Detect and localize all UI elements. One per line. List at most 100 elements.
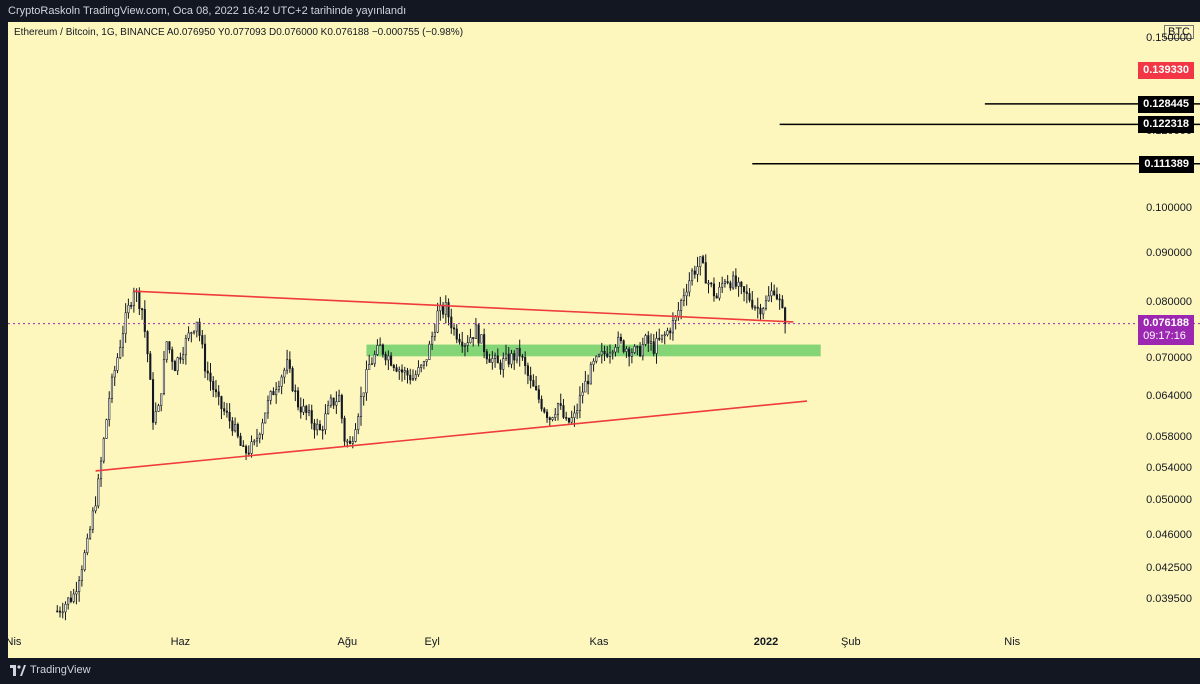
candle-body bbox=[496, 355, 499, 364]
candle-body bbox=[666, 330, 669, 336]
x-tick-label: Haz bbox=[170, 636, 191, 648]
candle-body bbox=[504, 353, 508, 359]
candle-body bbox=[253, 440, 256, 443]
candle-body bbox=[78, 580, 81, 592]
candle-body bbox=[165, 341, 168, 361]
candle-body bbox=[663, 334, 666, 337]
candle-body bbox=[562, 405, 565, 418]
candle-body bbox=[778, 298, 781, 301]
candle-body bbox=[712, 283, 716, 297]
candle-body bbox=[171, 349, 174, 362]
candle-body bbox=[91, 510, 94, 530]
candle-body bbox=[507, 353, 510, 365]
candle-body bbox=[693, 270, 696, 275]
candle-body bbox=[305, 405, 308, 413]
x-tick-label: Eyl bbox=[424, 636, 440, 648]
candle-body bbox=[781, 299, 784, 309]
candle-body bbox=[652, 341, 655, 354]
candle-body bbox=[343, 418, 346, 442]
candle-body bbox=[734, 275, 737, 287]
candle-body bbox=[381, 344, 384, 355]
candle-body bbox=[321, 429, 324, 431]
candle-body bbox=[669, 330, 672, 334]
candle-body bbox=[299, 406, 302, 413]
level-0-122318-tag: 0.122318 bbox=[1138, 116, 1194, 134]
candle-body bbox=[589, 364, 592, 385]
candle-body bbox=[116, 357, 119, 371]
candle-body bbox=[176, 357, 179, 372]
candle-body bbox=[466, 342, 469, 346]
candle-body bbox=[431, 335, 434, 345]
candle-body bbox=[483, 334, 486, 352]
candle-body bbox=[411, 378, 415, 381]
candle-body bbox=[182, 354, 185, 360]
candle-body bbox=[195, 321, 198, 332]
candle-body bbox=[644, 335, 647, 345]
candle-body bbox=[362, 392, 365, 397]
tradingview-brand-label: TradingView bbox=[30, 664, 91, 676]
candle-body bbox=[277, 386, 280, 390]
candle-body bbox=[570, 417, 573, 423]
candle-body bbox=[729, 282, 732, 289]
candle-body bbox=[762, 308, 765, 315]
chart-pane[interactable]: Ethereum / Bitcoin, 1G, BINANCE A0.07695… bbox=[8, 22, 1200, 658]
candle-body bbox=[160, 393, 163, 406]
candle-body bbox=[338, 395, 341, 402]
candle-body bbox=[269, 391, 272, 401]
candle-body bbox=[223, 408, 226, 412]
candle-body bbox=[89, 529, 92, 539]
chart-canvas[interactable] bbox=[8, 22, 1200, 658]
x-tick-label: Nis bbox=[8, 636, 22, 648]
candle-body bbox=[513, 353, 516, 361]
candle-body bbox=[72, 593, 75, 602]
candle-body bbox=[324, 413, 327, 431]
candle-body bbox=[184, 338, 187, 356]
candle-body bbox=[480, 334, 483, 344]
candle-body bbox=[699, 256, 702, 267]
candle-body bbox=[526, 365, 529, 376]
candle-body bbox=[329, 397, 332, 406]
candle-body bbox=[212, 381, 215, 390]
x-tick-label: Kas bbox=[589, 636, 609, 648]
candle-body bbox=[61, 611, 64, 614]
candle-body bbox=[721, 283, 724, 288]
candle-body bbox=[554, 413, 557, 418]
candle-body bbox=[592, 360, 595, 365]
candle-body bbox=[559, 403, 562, 406]
candle-body bbox=[132, 291, 135, 306]
high-price-tag: 0.139330 bbox=[1138, 61, 1194, 79]
candle-body bbox=[442, 304, 445, 315]
candle-body bbox=[660, 334, 664, 340]
candle-body bbox=[250, 441, 253, 454]
candle-body bbox=[376, 345, 379, 355]
candle-body bbox=[316, 423, 319, 431]
candle-body bbox=[433, 331, 436, 337]
candle-body bbox=[193, 330, 196, 333]
candle-body bbox=[266, 399, 270, 414]
candle-body bbox=[726, 281, 729, 284]
candle-body bbox=[203, 343, 207, 372]
candle-body bbox=[458, 338, 461, 343]
candle-body bbox=[701, 256, 705, 263]
candle-body bbox=[390, 355, 393, 366]
candle-body bbox=[617, 336, 620, 348]
candle-body bbox=[291, 368, 294, 391]
y-tick-label: 0.090000 bbox=[1146, 246, 1192, 259]
candle-body bbox=[414, 374, 417, 379]
candle-body bbox=[671, 320, 674, 334]
candle-body bbox=[201, 335, 204, 345]
tradingview-brand[interactable]: TradingView bbox=[10, 664, 91, 676]
candle-body bbox=[86, 537, 89, 554]
candle-body bbox=[102, 438, 105, 462]
symbol-legend: Ethereum / Bitcoin, 1G, BINANCE A0.07695… bbox=[14, 27, 464, 38]
candle-body bbox=[288, 359, 291, 369]
candle-body bbox=[146, 331, 149, 355]
candle-body bbox=[773, 290, 776, 295]
y-tick-label: 0.064000 bbox=[1146, 390, 1192, 403]
candle-body bbox=[743, 286, 746, 293]
candle-body bbox=[121, 333, 124, 348]
quote-unit-label[interactable]: BTC bbox=[1164, 25, 1194, 39]
candle-body bbox=[710, 282, 713, 285]
candle-body bbox=[387, 355, 390, 361]
